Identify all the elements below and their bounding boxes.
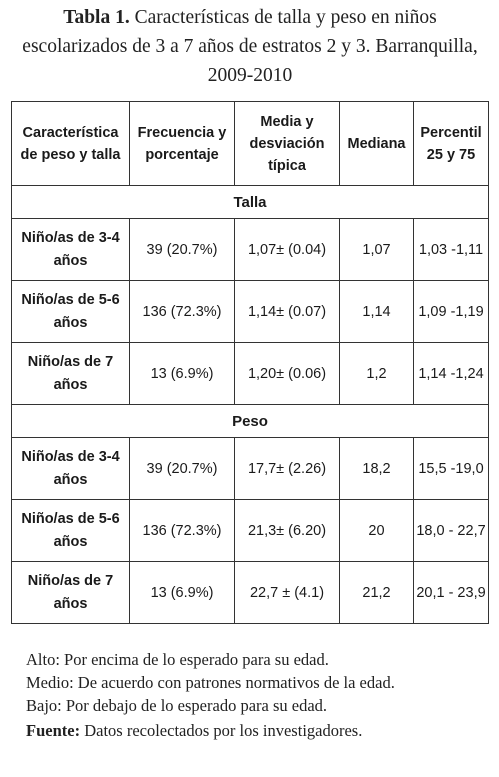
cell-percentil: 18,0 - 22,7 (413, 499, 489, 562)
cell-media: 21,3± (6.20) (234, 499, 340, 562)
fuente-text: Datos recolectados por los investigadore… (80, 721, 363, 740)
data-table: Característica de peso y talla Frecuenci… (11, 101, 489, 624)
header-frecuencia: Frecuencia y porcentaje (129, 101, 235, 186)
row-label: Niño/as de 5-6 años (11, 499, 130, 562)
note-fuente: Fuente: Datos recolectados por los inves… (26, 719, 476, 742)
header-row: Característica de peso y talla Frecuenci… (11, 101, 489, 186)
cell-mediana: 1,14 (339, 280, 414, 343)
note-alto: Alto: Por encima de lo esperado para su … (26, 650, 329, 669)
table-notes: Alto: Por encima de lo esperado para su … (26, 648, 476, 742)
table-row: Niño/as de 7 años 13 (6.9%) 1,20± (0.06)… (11, 342, 489, 405)
note-bajo: Bajo: Por debajo de lo esperado para su … (26, 696, 328, 715)
table-row: Niño/as de 5-6 años 136 (72.3%) 21,3± (6… (11, 499, 489, 562)
cell-percentil: 15,5 -19,0 (413, 437, 489, 500)
cell-frecuencia: 39 (20.7%) (129, 437, 235, 500)
cell-mediana: 1,2 (339, 342, 414, 405)
section-title-talla: Talla (11, 185, 489, 219)
cell-media: 22,7 ± (4.1) (234, 561, 340, 624)
caption-label: Tabla 1. (63, 7, 130, 28)
cell-mediana: 20 (339, 499, 414, 562)
cell-media: 1,14± (0.07) (234, 280, 340, 343)
row-label: Niño/as de 7 años (11, 561, 130, 624)
cell-mediana: 1,07 (339, 218, 414, 281)
section-row-talla: Talla (11, 185, 489, 219)
cell-frecuencia: 13 (6.9%) (129, 342, 235, 405)
header-caracteristica: Característica de peso y talla (11, 101, 130, 186)
section-title-peso: Peso (11, 404, 489, 438)
table-row: Niño/as de 7 años 13 (6.9%) 22,7 ± (4.1)… (11, 561, 489, 624)
cell-percentil: 20,1 - 23,9 (413, 561, 489, 624)
cell-frecuencia: 136 (72.3%) (129, 280, 235, 343)
note-medio: Medio: De acuerdo con patrones normativo… (26, 673, 395, 692)
header-media: Media y desviación típica (234, 101, 340, 186)
header-percentil: Percentil 25 y 75 (413, 101, 489, 186)
caption-text: Características de talla y peso en niños… (22, 7, 478, 86)
section-row-peso: Peso (11, 404, 489, 438)
cell-frecuencia: 136 (72.3%) (129, 499, 235, 562)
table-row: Niño/as de 3-4 años 39 (20.7%) 17,7± (2.… (11, 437, 489, 500)
row-label: Niño/as de 5-6 años (11, 280, 130, 343)
row-label: Niño/as de 7 años (11, 342, 130, 405)
cell-mediana: 18,2 (339, 437, 414, 500)
cell-percentil: 1,09 -1,19 (413, 280, 489, 343)
cell-mediana: 21,2 (339, 561, 414, 624)
table-caption: Tabla 1. Características de talla y peso… (10, 3, 490, 90)
cell-percentil: 1,14 -1,24 (413, 342, 489, 405)
row-label: Niño/as de 3-4 años (11, 437, 130, 500)
cell-media: 1,20± (0.06) (234, 342, 340, 405)
header-mediana: Mediana (339, 101, 414, 186)
table-row: Niño/as de 5-6 años 136 (72.3%) 1,14± (0… (11, 280, 489, 343)
cell-media: 1,07± (0.04) (234, 218, 340, 281)
cell-media: 17,7± (2.26) (234, 437, 340, 500)
cell-frecuencia: 39 (20.7%) (129, 218, 235, 281)
fuente-label: Fuente: (26, 721, 81, 740)
table-row: Niño/as de 3-4 años 39 (20.7%) 1,07± (0.… (11, 218, 489, 281)
cell-percentil: 1,03 -1,11 (413, 218, 489, 281)
row-label: Niño/as de 3-4 años (11, 218, 130, 281)
cell-frecuencia: 13 (6.9%) (129, 561, 235, 624)
